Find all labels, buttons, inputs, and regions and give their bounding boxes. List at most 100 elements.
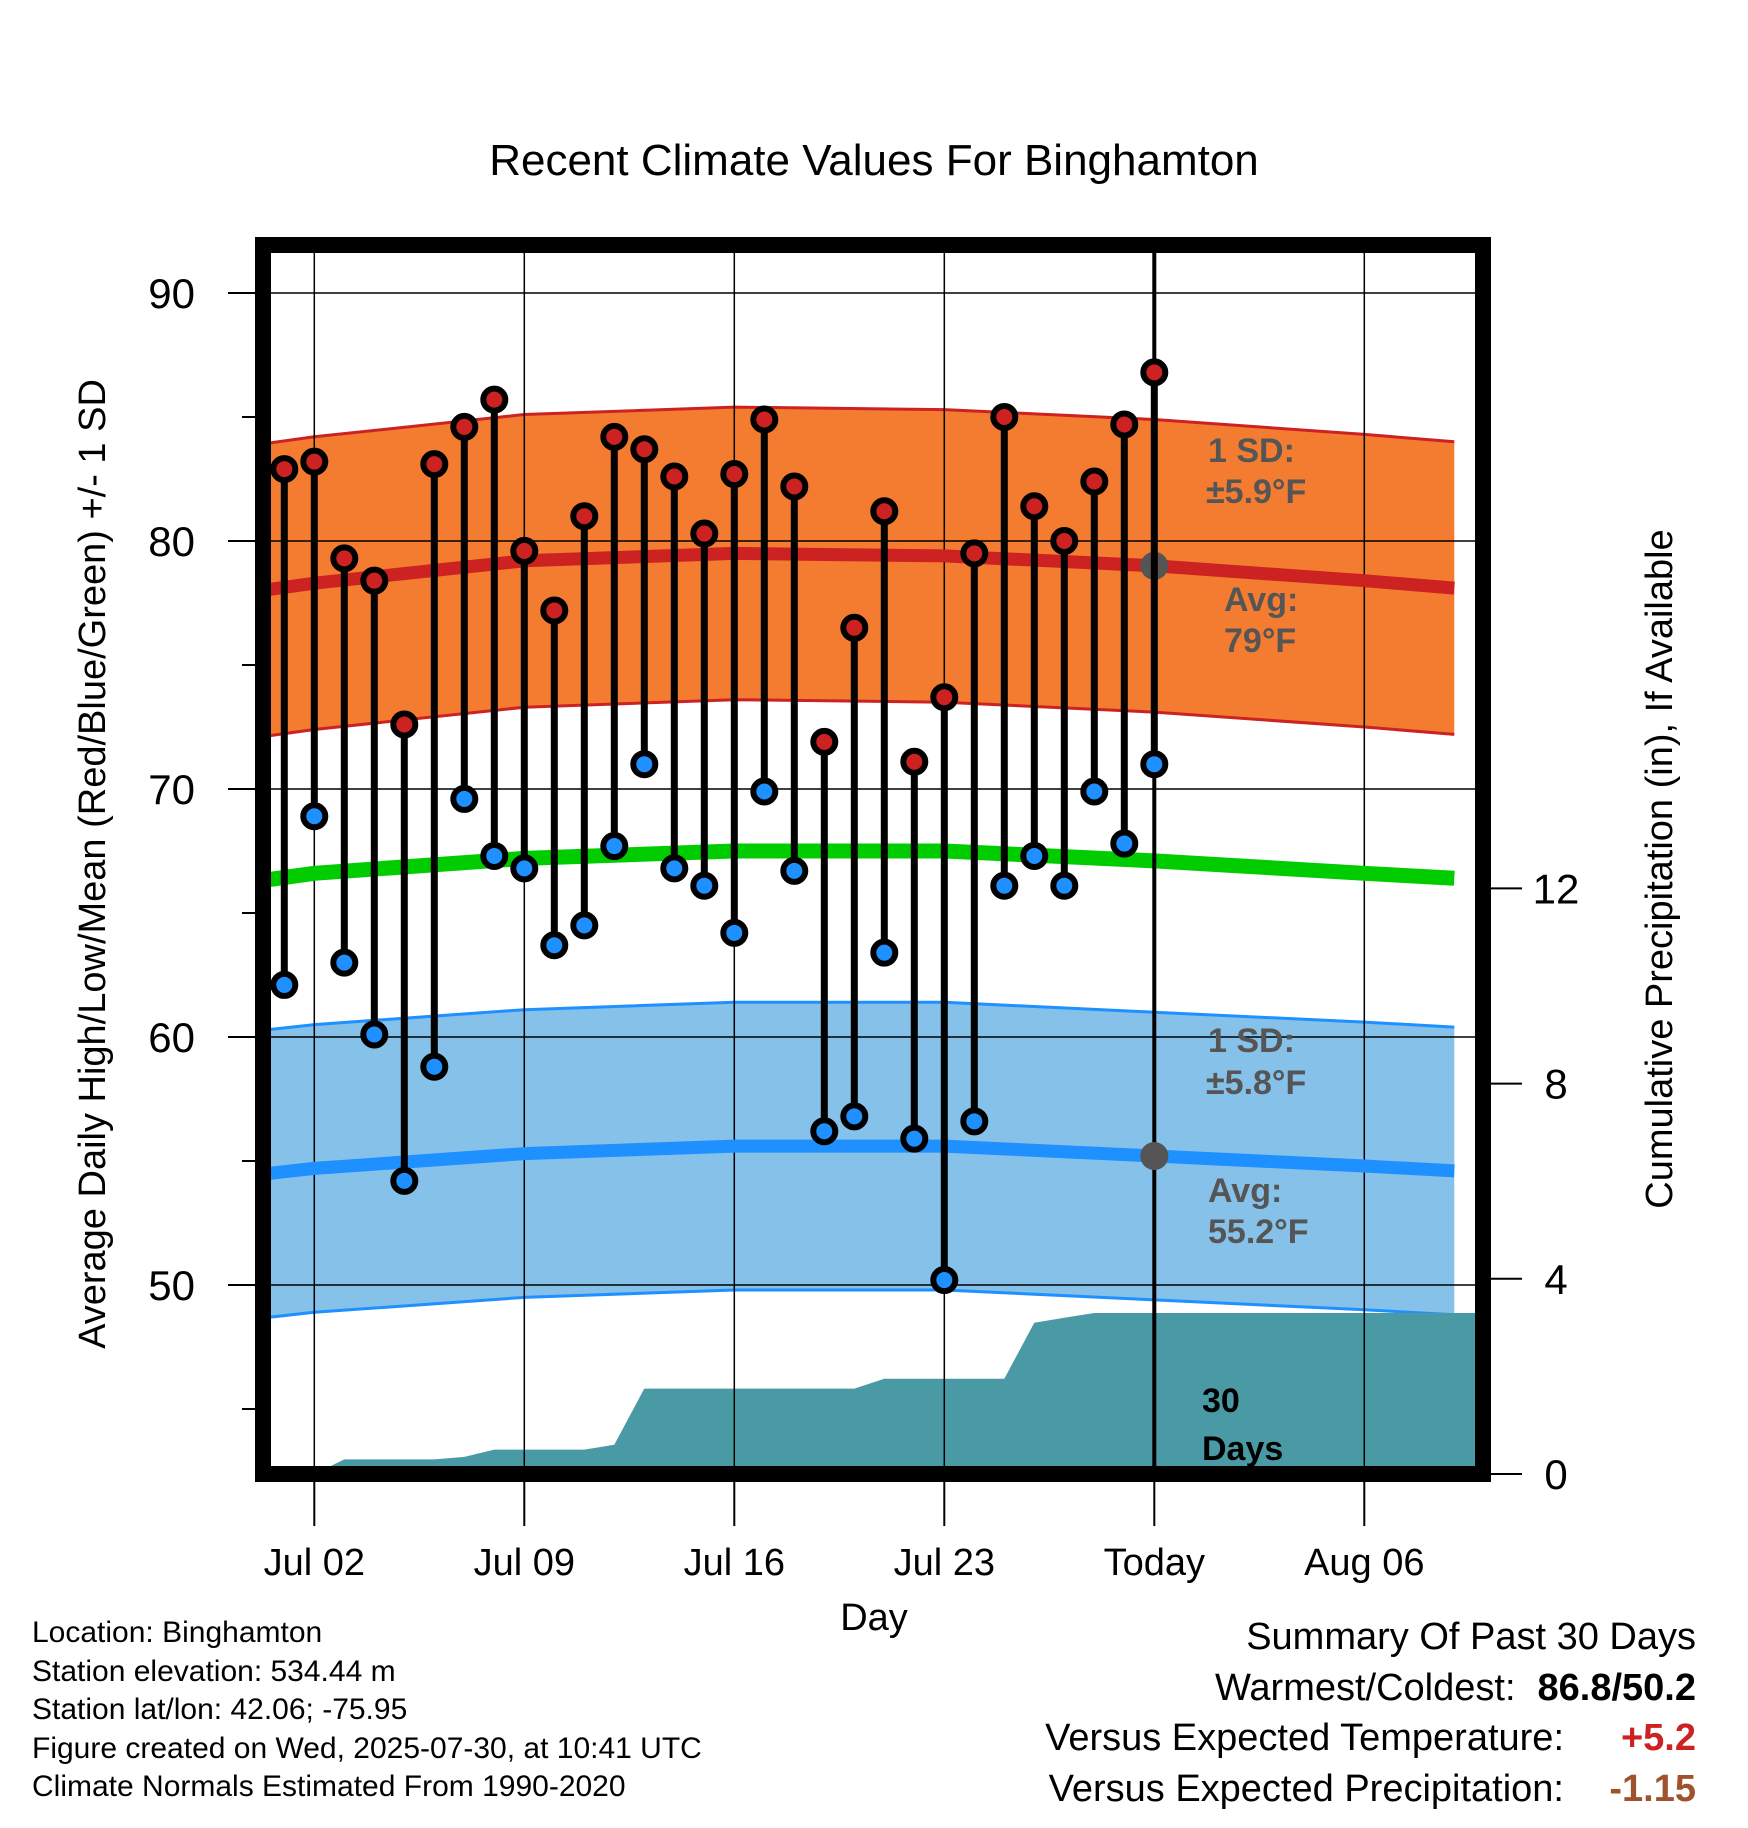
high-point-16 — [720, 460, 749, 489]
warmest-value: 86.8/50.2 — [1537, 1666, 1696, 1709]
low-point-21 — [870, 938, 899, 967]
summary-heading: Summary Of Past 30 Days — [1246, 1616, 1696, 1658]
chart-title: Recent Climate Values For Binghamton — [489, 136, 1259, 185]
high-point-26 — [1020, 492, 1049, 521]
x-tick-label-37: Aug 06 — [1304, 1542, 1424, 1584]
days-annotation: 30 Days — [1202, 1382, 1283, 1468]
normal-mean-line — [263, 843, 1455, 888]
low-point-6 — [420, 1052, 449, 1081]
low-point-20 — [840, 1102, 869, 1131]
high-point-8 — [480, 385, 509, 414]
y2-axis-ticks: 0 4 8 12 — [1491, 865, 1579, 1498]
high-point-19 — [810, 727, 839, 756]
low-point-22 — [900, 1124, 929, 1153]
y-tick-label-90: 90 — [148, 270, 195, 317]
low-point-1 — [270, 970, 299, 999]
summary-warmest-row: Warmest/Coldest: 86.8/50.2 — [1045, 1663, 1696, 1714]
y2-axis-label: Cumulative Precipitation (in), If Availa… — [1639, 529, 1681, 1208]
precip-label: Versus Expected Precipitation: — [1048, 1767, 1564, 1810]
low-point-8 — [480, 841, 509, 870]
high-point-7 — [450, 412, 479, 441]
high-point-15 — [690, 519, 719, 548]
high-point-13 — [630, 435, 659, 464]
high-point-4 — [360, 566, 389, 595]
x-axis-label: Day — [840, 1597, 908, 1639]
low-point-27 — [1050, 871, 1079, 900]
normal-lines — [263, 546, 1455, 1181]
x-tick-label-16: Jul 16 — [684, 1542, 785, 1584]
low-point-19 — [810, 1117, 839, 1146]
low-point-4 — [360, 1020, 389, 1049]
low-point-30 — [1140, 750, 1169, 779]
high-point-12 — [600, 422, 629, 451]
normal-low-line — [263, 1139, 1455, 1181]
low-point-9 — [510, 854, 539, 883]
low-point-24 — [960, 1107, 989, 1136]
x-axis-ticks: Jul 02 Jul 09 Jul 16 Jul 23 Today Aug 06 — [264, 1482, 1425, 1584]
high-point-5 — [390, 710, 419, 739]
precipitation-area — [314, 1313, 1483, 1474]
low-band-annotation: 1 SD: ±5.8°F Avg: 55.2°F — [1206, 1022, 1309, 1251]
today-low-avg-dot — [1140, 1142, 1169, 1171]
high-point-28 — [1080, 467, 1109, 496]
high-sd-label: 1 SD: — [1208, 432, 1295, 470]
high-point-23 — [930, 683, 959, 712]
x-tick-label-9: Jul 09 — [474, 1542, 575, 1584]
low-point-3 — [330, 948, 359, 977]
low-point-5 — [390, 1166, 419, 1195]
high-point-27 — [1050, 527, 1079, 555]
station-info: Location: Binghamton Station elevation: … — [32, 1614, 702, 1807]
normals-text: Climate Normals Estimated From 1990-2020 — [32, 1770, 626, 1803]
high-band-annotation: 1 SD: ±5.9°F Avg: 79°F — [1206, 432, 1306, 660]
summary-temp-row: Versus Expected Temperature: +5.2 — [1045, 1713, 1696, 1764]
y2-tick-label-4: 4 — [1544, 1256, 1567, 1303]
high-point-2 — [300, 447, 329, 476]
low-point-28 — [1080, 777, 1109, 806]
x-tick-label-30: Today — [1104, 1542, 1205, 1584]
precip-value: -1.15 — [1609, 1767, 1696, 1810]
summary-precip-row: Versus Expected Precipitation: -1.15 — [1045, 1764, 1696, 1815]
low-point-17 — [750, 777, 779, 806]
low-sd-band-fill — [263, 1002, 1455, 1318]
y-tick-label-60: 60 — [148, 1014, 195, 1061]
x-tick-label-2: Jul 02 — [264, 1542, 365, 1584]
low-point-2 — [300, 802, 329, 831]
temp-label: Versus Expected Temperature: — [1045, 1717, 1564, 1759]
low-point-11 — [570, 911, 599, 940]
warmest-label: Warmest/Coldest: — [1214, 1666, 1516, 1709]
high-avg-label: Avg: — [1224, 581, 1298, 619]
elevation-text: Station elevation: 534.44 m — [32, 1654, 396, 1688]
daily-points — [270, 358, 1169, 1295]
temp-value: +5.2 — [1620, 1717, 1696, 1759]
high-point-29 — [1110, 410, 1139, 439]
plot-frame — [255, 237, 1491, 1482]
low-point-12 — [600, 832, 629, 861]
summary-panel: Summary Of Past 30 Days Warmest/Coldest:… — [1045, 1612, 1696, 1814]
y2-tick-label-0: 0 — [1544, 1451, 1567, 1498]
days-count: 30 — [1202, 1382, 1240, 1420]
normal-high-line — [263, 546, 1455, 597]
high-sd-band-lower-edge — [263, 698, 1455, 739]
high-avg-value: 79°F — [1224, 622, 1296, 660]
high-point-21 — [870, 497, 899, 526]
days-word: Days — [1202, 1430, 1283, 1468]
high-point-17 — [750, 405, 779, 434]
low-point-15 — [690, 871, 719, 900]
low-sd-label: 1 SD: — [1208, 1022, 1295, 1060]
y-tick-label-50: 50 — [148, 1262, 195, 1309]
low-sd-value: ±5.8°F — [1206, 1064, 1306, 1102]
high-point-30 — [1140, 358, 1169, 387]
low-point-7 — [450, 784, 479, 813]
high-sd-band-upper-edge — [263, 405, 1455, 446]
high-sd-value: ±5.9°F — [1206, 473, 1306, 511]
daily-stems — [280, 372, 1158, 1281]
low-sd-band-upper-edge — [263, 1000, 1455, 1032]
low-sd-band-lower-edge — [263, 1288, 1455, 1320]
low-point-29 — [1110, 829, 1139, 858]
high-point-1 — [270, 455, 299, 484]
low-point-23 — [930, 1266, 959, 1295]
low-point-13 — [630, 750, 659, 779]
y-axis-label: Average Daily High/Low/Mean (Red/Blue/Gr… — [72, 379, 114, 1349]
y-tick-label-80: 80 — [148, 518, 195, 565]
